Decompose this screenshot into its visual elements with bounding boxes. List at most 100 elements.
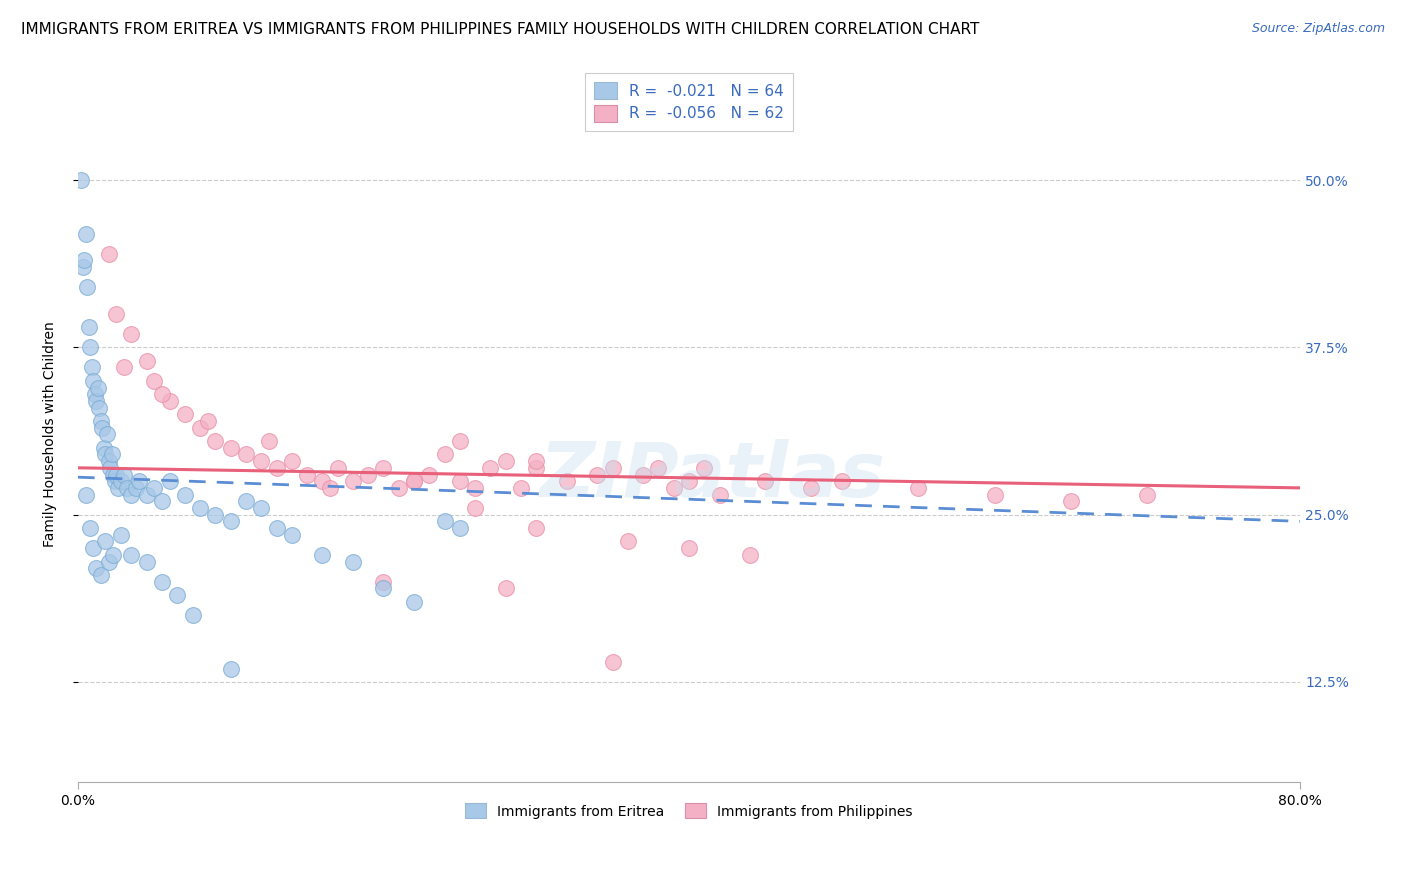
Point	[135, 487, 157, 501]
Text: Source: ZipAtlas.com: Source: ZipAtlas.com	[1251, 22, 1385, 36]
Point	[125, 481, 148, 495]
Point	[89, 401, 111, 415]
Point	[524, 454, 547, 468]
Point	[159, 393, 181, 408]
Text: ZIPatlas: ZIPatlas	[540, 439, 886, 513]
Point	[135, 353, 157, 368]
Point	[82, 541, 104, 555]
Point	[159, 474, 181, 488]
Point	[602, 460, 624, 475]
Point	[342, 474, 364, 488]
Point	[754, 474, 776, 488]
Point	[120, 548, 142, 562]
Point	[128, 474, 150, 488]
Point	[79, 521, 101, 535]
Point	[373, 581, 395, 595]
Point	[83, 387, 105, 401]
Point	[188, 500, 211, 515]
Point	[907, 481, 929, 495]
Point	[197, 414, 219, 428]
Point	[449, 521, 471, 535]
Point	[101, 467, 124, 482]
Point	[524, 460, 547, 475]
Point	[464, 500, 486, 515]
Point	[479, 460, 502, 475]
Point	[120, 326, 142, 341]
Point	[107, 481, 129, 495]
Point	[96, 427, 118, 442]
Point	[678, 474, 700, 488]
Point	[464, 481, 486, 495]
Point	[98, 460, 121, 475]
Point	[219, 514, 242, 528]
Point	[150, 387, 173, 401]
Point	[94, 534, 117, 549]
Point	[319, 481, 342, 495]
Point	[449, 474, 471, 488]
Point	[662, 481, 685, 495]
Point	[449, 434, 471, 448]
Point	[311, 474, 333, 488]
Point	[82, 374, 104, 388]
Point	[402, 595, 425, 609]
Point	[373, 574, 395, 589]
Point	[678, 541, 700, 555]
Point	[100, 447, 122, 461]
Point	[112, 467, 135, 482]
Point	[373, 460, 395, 475]
Point	[84, 393, 107, 408]
Point	[510, 481, 533, 495]
Point	[311, 548, 333, 562]
Point	[79, 340, 101, 354]
Point	[433, 514, 456, 528]
Legend: Immigrants from Eritrea, Immigrants from Philippines: Immigrants from Eritrea, Immigrants from…	[460, 797, 918, 824]
Point	[80, 360, 103, 375]
Point	[204, 508, 226, 522]
Point	[617, 534, 640, 549]
Point	[75, 227, 97, 241]
Y-axis label: Family Households with Children: Family Households with Children	[44, 321, 58, 547]
Point	[693, 460, 716, 475]
Point	[800, 481, 823, 495]
Point	[188, 420, 211, 434]
Point	[143, 374, 166, 388]
Point	[97, 554, 120, 568]
Point	[70, 173, 93, 187]
Point	[97, 454, 120, 468]
Point	[101, 548, 124, 562]
Point	[76, 280, 98, 294]
Point	[90, 414, 112, 428]
Point	[631, 467, 654, 482]
Point	[166, 588, 188, 602]
Point	[77, 320, 100, 334]
Point	[235, 494, 257, 508]
Point	[120, 487, 142, 501]
Point	[219, 441, 242, 455]
Point	[266, 460, 288, 475]
Point	[257, 434, 280, 448]
Point	[281, 527, 304, 541]
Point	[104, 474, 127, 488]
Point	[135, 554, 157, 568]
Point	[647, 460, 669, 475]
Point	[72, 260, 94, 274]
Point	[831, 474, 853, 488]
Point	[97, 246, 120, 260]
Point	[93, 441, 115, 455]
Point	[388, 481, 411, 495]
Point	[174, 487, 197, 501]
Point	[112, 360, 135, 375]
Point	[342, 554, 364, 568]
Point	[150, 574, 173, 589]
Point	[1060, 494, 1083, 508]
Point	[115, 481, 138, 495]
Point	[73, 253, 96, 268]
Point	[143, 481, 166, 495]
Text: IMMIGRANTS FROM ERITREA VS IMMIGRANTS FROM PHILIPPINES FAMILY HOUSEHOLDS WITH CH: IMMIGRANTS FROM ERITREA VS IMMIGRANTS FR…	[21, 22, 980, 37]
Point	[94, 447, 117, 461]
Point	[110, 474, 132, 488]
Point	[402, 474, 425, 488]
Point	[91, 420, 114, 434]
Point	[555, 474, 578, 488]
Point	[740, 548, 762, 562]
